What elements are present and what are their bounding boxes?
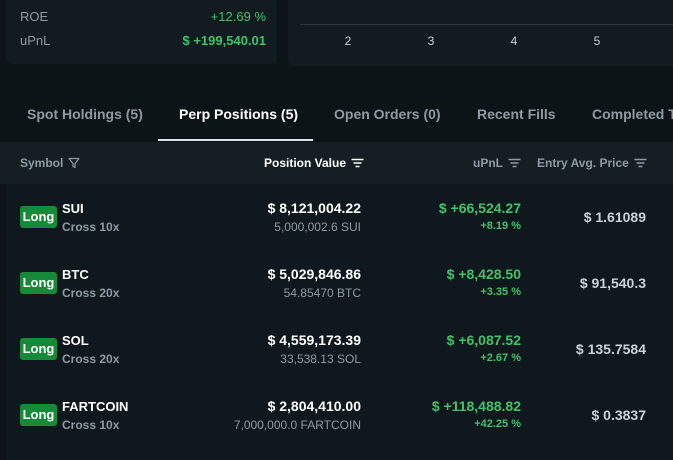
- side-badge: Long: [20, 338, 57, 360]
- tab-perp-positions[interactable]: Perp Positions (5): [179, 106, 299, 122]
- upnl-amount: $ +118,488.82: [431, 398, 521, 414]
- chart-x-tick: 5: [593, 34, 601, 48]
- account-summary-card: ROE +12.69 % uPnL $ +199,540.01: [6, 0, 277, 64]
- positions-table-body: Long SUI Cross 10x $ 8,121,004.22 5,000,…: [6, 184, 673, 460]
- header-entry-price[interactable]: Entry Avg. Price: [537, 142, 647, 184]
- header-symbol-label: Symbol: [20, 156, 64, 170]
- header-upnl-label: uPnL: [473, 156, 503, 170]
- upnl-value: $ +199,540.01: [182, 32, 267, 48]
- header-position-value-label: Position Value: [264, 156, 347, 170]
- tab-bar: Spot Holdings (5) Perp Positions (5) Ope…: [0, 88, 673, 141]
- upnl-percent: +3.35 %: [480, 286, 521, 298]
- side-badge: Long: [20, 272, 57, 294]
- upnl-percent: +2.67 %: [480, 352, 521, 364]
- sort-icon[interactable]: [351, 158, 364, 168]
- upnl-amount: $ +8,428.50: [446, 266, 521, 282]
- entry-price: $ 91,540.3: [579, 275, 646, 291]
- entry-price: $ 1.61089: [583, 209, 646, 225]
- filter-icon[interactable]: [68, 157, 80, 169]
- table-row[interactable]: Long SUI Cross 10x $ 8,121,004.22 5,000,…: [6, 184, 673, 250]
- table-row[interactable]: Long BTC Cross 20x $ 5,029,846.86 54.854…: [6, 250, 673, 316]
- upnl-label: uPnL: [20, 32, 51, 48]
- position-size: 7,000,000.0 FARTCOIN: [233, 418, 361, 432]
- tab-open-orders[interactable]: Open Orders (0): [334, 106, 441, 122]
- position-size: 5,000,002.6 SUI: [274, 220, 361, 234]
- upnl-amount: $ +66,524.27: [438, 200, 521, 216]
- upnl-amount: $ +6,087.52: [446, 332, 521, 348]
- symbol-name[interactable]: FARTCOIN: [62, 399, 129, 414]
- symbol-name[interactable]: SOL: [62, 333, 89, 348]
- tab-spot-holdings[interactable]: Spot Holdings (5): [27, 106, 143, 122]
- upnl-percent: +8.19 %: [480, 220, 521, 232]
- roe-label: ROE: [20, 8, 49, 24]
- position-value: $ 4,559,173.39: [267, 332, 361, 348]
- entry-price: $ 135.7584: [575, 341, 646, 357]
- active-tab-indicator: [158, 139, 313, 141]
- margin-mode: Cross 20x: [62, 352, 120, 366]
- margin-mode: Cross 20x: [62, 286, 120, 300]
- positions-table-header: Symbol Position Value uPnL Entry Avg. Pr…: [0, 142, 673, 184]
- position-size: 54.85470 BTC: [283, 286, 361, 300]
- side-badge: Long: [20, 206, 57, 228]
- header-upnl[interactable]: uPnL: [473, 142, 521, 184]
- chart-axis-line: [300, 24, 673, 25]
- chart-x-tick: 2: [344, 34, 352, 48]
- position-size: 33,538.13 SOL: [280, 352, 361, 366]
- entry-price: $ 0.3837: [591, 407, 647, 423]
- chart-x-tick: 3: [427, 34, 435, 48]
- roe-value: +12.69 %: [210, 8, 266, 24]
- position-value: $ 5,029,846.86: [267, 266, 361, 282]
- header-position-value[interactable]: Position Value: [264, 142, 364, 184]
- tab-recent-fills[interactable]: Recent Fills: [477, 106, 556, 122]
- sort-icon[interactable]: [508, 158, 521, 168]
- upnl-row: uPnL $ +199,540.01: [20, 30, 266, 50]
- sort-icon[interactable]: [634, 158, 647, 168]
- pnl-chart-card: 2 3 4 5: [288, 0, 673, 66]
- symbol-name[interactable]: BTC: [62, 267, 89, 282]
- header-symbol[interactable]: Symbol: [20, 142, 80, 184]
- symbol-name[interactable]: SUI: [62, 201, 84, 216]
- margin-mode: Cross 10x: [62, 418, 120, 432]
- roe-row: ROE +12.69 %: [20, 6, 266, 26]
- table-row[interactable]: Long SOL Cross 20x $ 4,559,173.39 33,538…: [6, 316, 673, 382]
- tab-completed-trades[interactable]: Completed Trades: [592, 106, 673, 122]
- table-row[interactable]: Long FARTCOIN Cross 10x $ 2,804,410.00 7…: [6, 382, 673, 448]
- position-value: $ 8,121,004.22: [267, 200, 361, 216]
- chart-x-tick: 4: [510, 34, 518, 48]
- header-entry-price-label: Entry Avg. Price: [537, 156, 629, 170]
- upnl-percent: +42.25 %: [474, 418, 521, 430]
- margin-mode: Cross 10x: [62, 220, 120, 234]
- position-value: $ 2,804,410.00: [267, 398, 361, 414]
- side-badge: Long: [20, 404, 57, 426]
